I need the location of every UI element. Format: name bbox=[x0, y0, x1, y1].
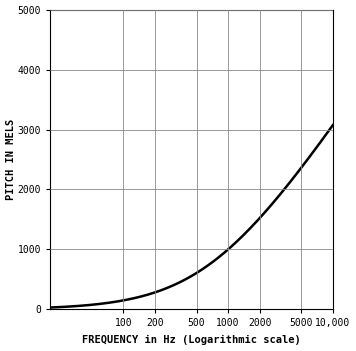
Y-axis label: PITCH IN MELS: PITCH IN MELS bbox=[6, 119, 16, 200]
X-axis label: FREQUENCY in Hz (Logarithmic scale): FREQUENCY in Hz (Logarithmic scale) bbox=[82, 336, 301, 345]
